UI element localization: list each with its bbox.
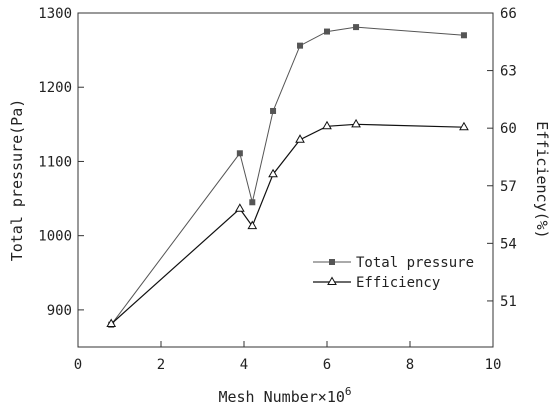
- right-y-axis-ticks: 51 54 57 60 63 66: [487, 6, 517, 310]
- x-tick-label: 8: [406, 357, 414, 373]
- data-point-efficiency: [268, 168, 278, 178]
- legend-marker-efficiency: [327, 276, 337, 285]
- legend-entry-efficiency: Efficiency: [313, 275, 440, 291]
- data-point-total-pressure: [297, 42, 304, 49]
- left-y-tick-label: 900: [47, 303, 72, 319]
- plot-frame: [77, 12, 494, 348]
- legend-marker-total-pressure: [329, 259, 335, 265]
- data-point-total-pressure: [249, 199, 256, 206]
- legend-entry-total-pressure: Total pressure: [313, 255, 474, 271]
- x-axis-title: Mesh Number×106: [218, 385, 351, 406]
- right-y-tick-label: 66: [500, 6, 517, 22]
- data-point-efficiency: [247, 220, 258, 230]
- data-point-efficiency: [295, 134, 305, 143]
- legend-label-efficiency: Efficiency: [356, 275, 440, 291]
- right-y-tick-label: 57: [500, 179, 517, 195]
- data-point-efficiency: [459, 121, 469, 131]
- data-point-total-pressure: [270, 107, 277, 114]
- x-tick-label: 4: [240, 357, 248, 373]
- data-point-total-pressure: [460, 32, 467, 39]
- left-y-axis-title: Total pressure(Pa): [8, 99, 26, 262]
- left-y-tick-label: 1100: [38, 154, 72, 170]
- data-point-efficiency: [234, 203, 245, 212]
- x-tick-label: 10: [485, 357, 502, 373]
- x-axis-ticks: 0 2 4 6 8 10: [74, 341, 502, 373]
- legend: Total pressure Efficiency: [313, 255, 474, 291]
- data-point-total-pressure: [236, 150, 243, 157]
- left-y-tick-label: 1000: [38, 229, 72, 245]
- data-point-efficiency: [351, 118, 361, 128]
- data-point-total-pressure: [353, 24, 360, 31]
- series-line-efficiency: [110, 123, 465, 325]
- right-y-tick-label: 60: [500, 121, 517, 137]
- x-axis-title-exponent: 6: [345, 385, 352, 398]
- left-y-tick-label: 1200: [38, 80, 72, 96]
- legend-label-total-pressure: Total pressure: [356, 255, 474, 271]
- data-point-efficiency: [106, 318, 117, 327]
- data-point-total-pressure: [324, 28, 330, 35]
- x-tick-label: 2: [157, 357, 165, 373]
- right-y-tick-label: 51: [500, 294, 517, 310]
- left-y-axis-ticks: 900 1000 1100 1200 1300: [38, 6, 84, 319]
- right-y-tick-label: 63: [500, 64, 517, 80]
- x-tick-label: 6: [323, 357, 331, 373]
- right-y-axis-title: Efficiency(%): [533, 121, 550, 238]
- right-y-tick-label: 54: [500, 236, 517, 252]
- series-line-total-pressure: [110, 26, 465, 326]
- x-tick-label: 0: [74, 357, 82, 373]
- data-point-efficiency: [322, 120, 332, 130]
- series-layer: [106, 24, 469, 328]
- left-y-tick-label: 1300: [38, 6, 72, 22]
